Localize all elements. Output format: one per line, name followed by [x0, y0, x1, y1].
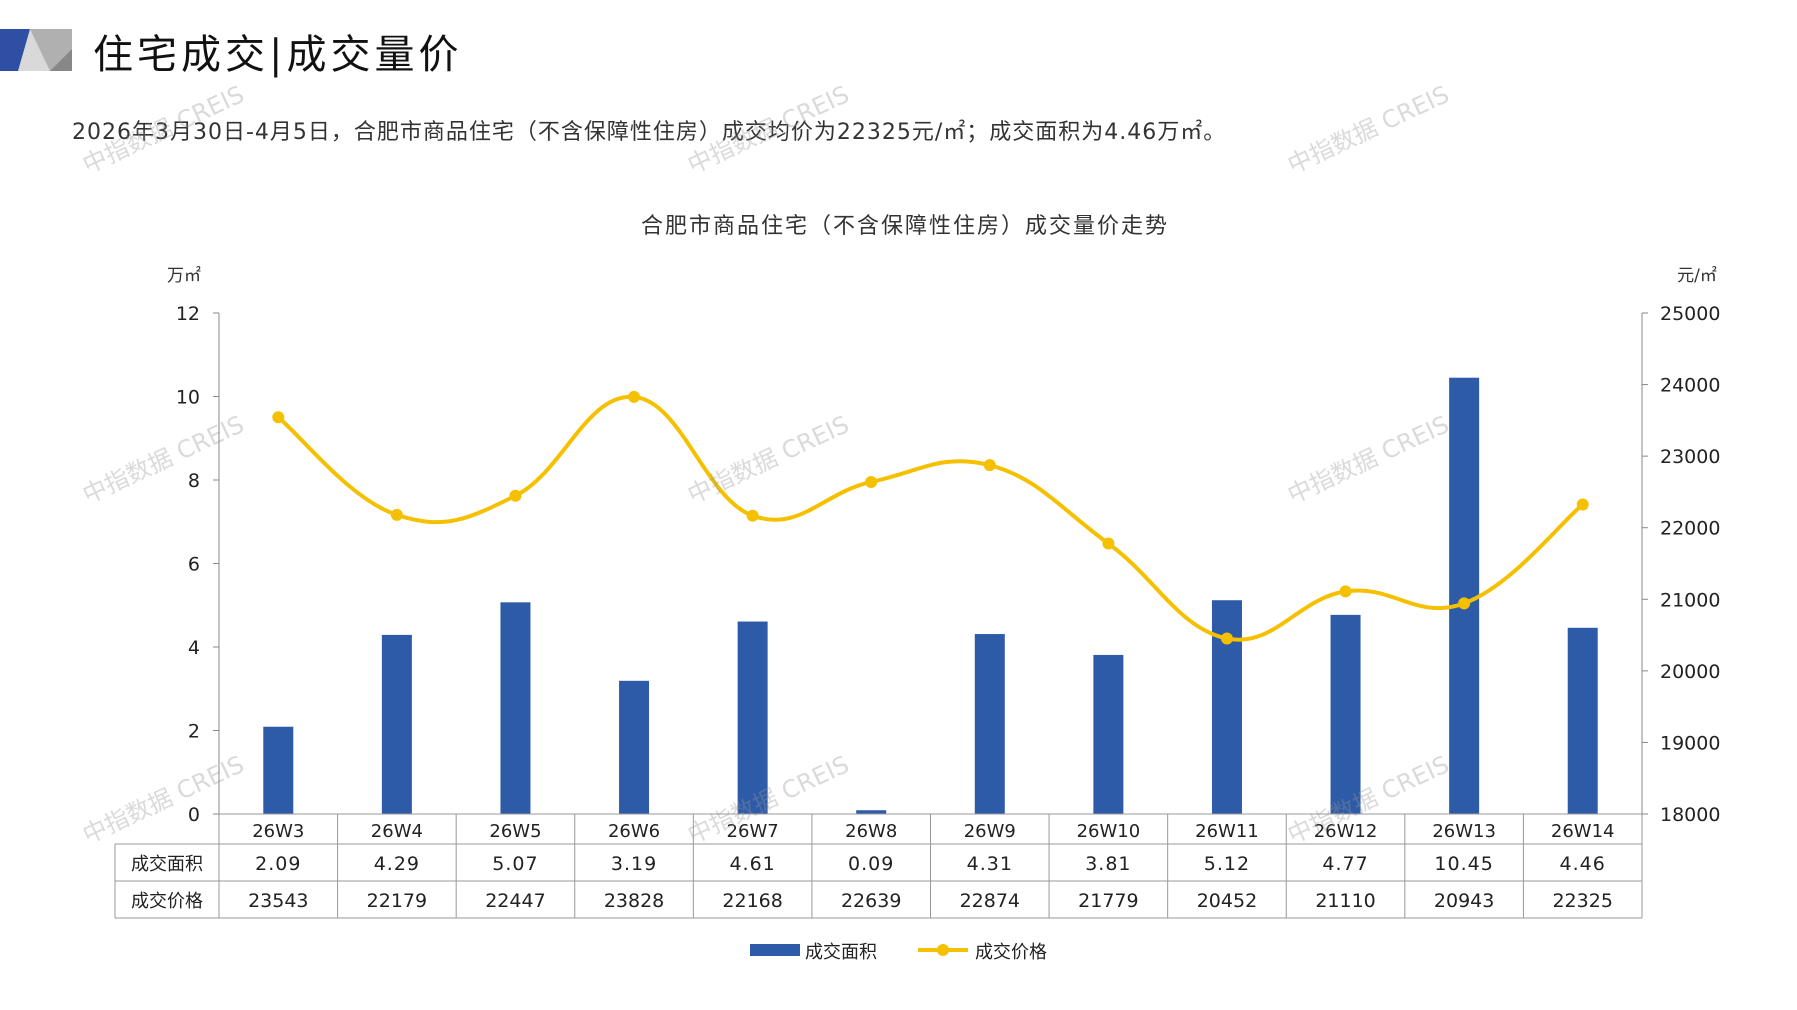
- category-label: 26W7: [727, 821, 779, 842]
- area-value: 3.81: [1085, 853, 1131, 875]
- price-value: 21110: [1315, 890, 1375, 912]
- left-tick-label: 2: [188, 721, 200, 743]
- area-value: 4.31: [967, 853, 1013, 875]
- right-tick-label: 19000: [1660, 732, 1720, 754]
- left-tick-label: 10: [176, 387, 200, 409]
- area-value: 2.09: [255, 853, 301, 875]
- bar-26W4: [381, 634, 412, 814]
- category-label: 26W3: [252, 821, 304, 842]
- area-value: 4.77: [1322, 853, 1368, 875]
- price-value: 21779: [1078, 890, 1138, 912]
- price-point-26W9: [983, 459, 996, 472]
- price-point-26W6: [628, 390, 641, 403]
- price-point-26W11: [1220, 632, 1233, 645]
- chart-title: 合肥市商品住宅（不含保障性住房）成交量价走势: [641, 214, 1169, 239]
- bar-26W5: [500, 602, 531, 814]
- bar-26W14: [1567, 627, 1598, 814]
- price-point-26W3: [272, 411, 285, 424]
- category-label: 26W11: [1195, 821, 1259, 842]
- legend-bar-label: 成交面积: [805, 942, 877, 963]
- category-label: 26W12: [1314, 821, 1378, 842]
- category-label: 26W4: [371, 821, 423, 842]
- price-value: 23543: [248, 890, 308, 912]
- area-value: 0.09: [848, 853, 894, 875]
- right-tick-label: 22000: [1660, 518, 1720, 540]
- right-tick-label: 21000: [1660, 589, 1720, 611]
- area-value: 10.45: [1434, 853, 1493, 875]
- right-tick-label: 24000: [1660, 375, 1720, 397]
- left-tick-label: 12: [176, 303, 200, 325]
- table-row-header: 成交价格: [131, 891, 203, 912]
- category-label: 26W9: [964, 821, 1016, 842]
- price-value: 22168: [722, 890, 782, 912]
- area-value: 5.12: [1204, 853, 1250, 875]
- area-value: 3.19: [611, 853, 657, 875]
- area-value: 4.29: [374, 853, 420, 875]
- price-value: 23828: [604, 890, 664, 912]
- category-label: 26W13: [1432, 821, 1496, 842]
- price-point-26W14: [1576, 498, 1589, 511]
- price-point-26W7: [746, 509, 759, 522]
- legend-line-label: 成交价格: [975, 942, 1047, 963]
- price-point-26W13: [1458, 597, 1471, 610]
- category-label: 26W5: [489, 821, 541, 842]
- left-tick-label: 8: [188, 470, 200, 492]
- price-point-26W8: [865, 475, 878, 488]
- price-point-26W10: [1102, 537, 1115, 550]
- area-value: 5.07: [492, 853, 538, 875]
- left-tick-label: 6: [188, 554, 200, 576]
- legend-bar-swatch: [750, 944, 800, 956]
- right-axis-unit: 元/㎡: [1677, 266, 1717, 286]
- area-value: 4.61: [729, 853, 775, 875]
- left-axis-unit: 万㎡: [167, 266, 201, 286]
- price-value: 22325: [1552, 890, 1612, 912]
- bar-26W10: [1093, 654, 1124, 814]
- price-value: 20943: [1434, 890, 1494, 912]
- category-label: 26W6: [608, 821, 660, 842]
- page-title: 住宅成交|成交量价: [93, 32, 463, 78]
- price-point-26W5: [509, 489, 522, 502]
- bar-26W6: [619, 680, 650, 814]
- price-value: 20452: [1197, 890, 1257, 912]
- left-tick-label: 4: [188, 637, 200, 659]
- price-value: 22179: [367, 890, 427, 912]
- left-tick-label: 0: [188, 804, 200, 826]
- bar-26W11: [1211, 600, 1242, 814]
- category-label: 26W10: [1077, 821, 1141, 842]
- price-value: 22447: [485, 890, 545, 912]
- summary-text: 2026年3月30日-4月5日，合肥市商品住宅（不含保障性住房）成交均价为223…: [72, 120, 1227, 145]
- right-tick-label: 25000: [1660, 303, 1720, 325]
- bar-26W7: [737, 621, 768, 814]
- legend-line-marker: [937, 944, 949, 956]
- price-point-26W4: [390, 508, 403, 521]
- bar-26W3: [263, 726, 294, 814]
- category-label: 26W8: [845, 821, 897, 842]
- right-tick-label: 23000: [1660, 446, 1720, 468]
- price-point-26W12: [1339, 585, 1352, 598]
- logo-icon: [0, 29, 72, 71]
- bar-26W12: [1330, 614, 1361, 814]
- area-value: 4.46: [1560, 853, 1606, 875]
- price-value: 22874: [960, 890, 1020, 912]
- bar-26W13: [1449, 377, 1480, 814]
- bar-26W9: [974, 634, 1005, 814]
- right-tick-label: 18000: [1660, 804, 1720, 826]
- table-row-header: 成交面积: [131, 854, 203, 875]
- price-value: 22639: [841, 890, 901, 912]
- price-line: [277, 394, 1584, 642]
- category-label: 26W14: [1551, 821, 1615, 842]
- bar-26W8: [856, 810, 887, 814]
- right-tick-label: 20000: [1660, 661, 1720, 683]
